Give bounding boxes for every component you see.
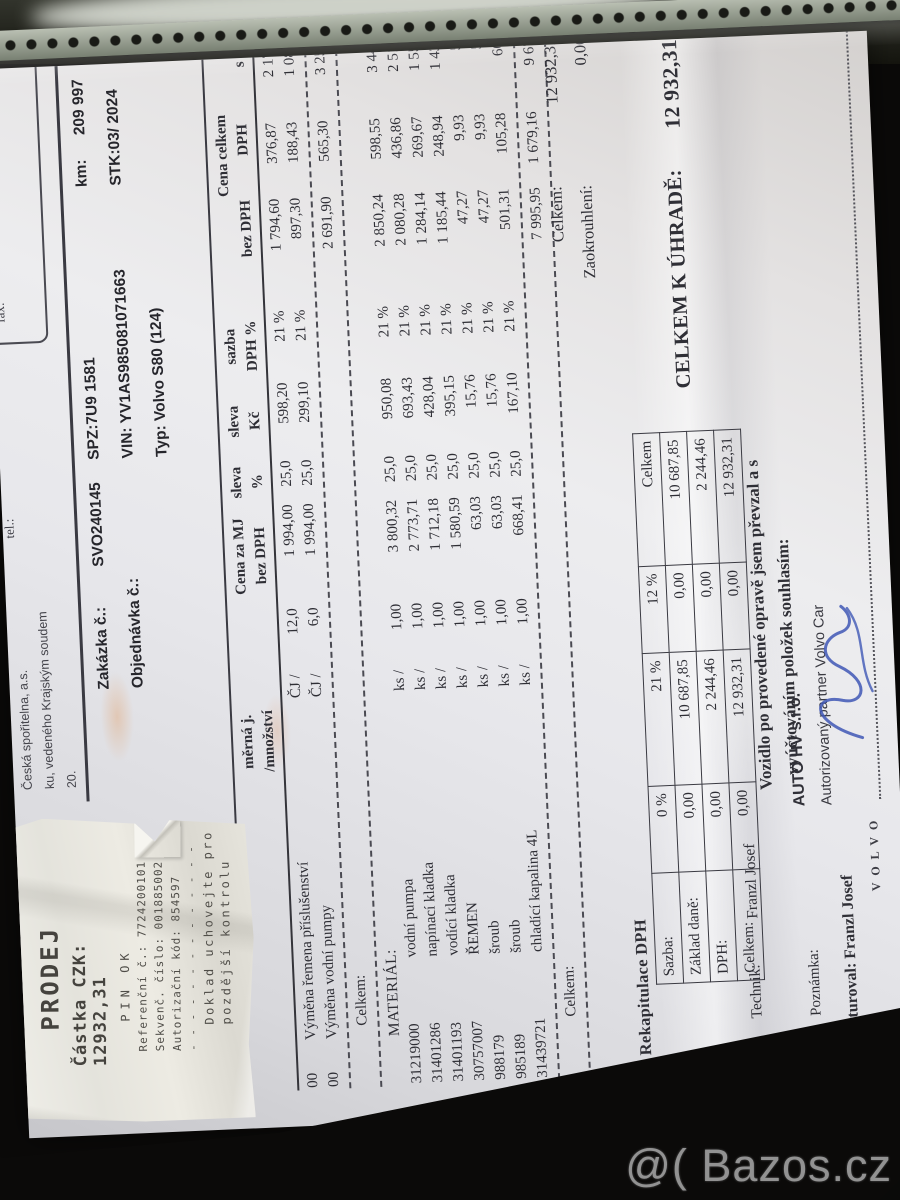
technician-label: Technik: (746, 964, 766, 1019)
bazos-watermark: @( Bazos.cz (625, 1140, 892, 1191)
material-row-qty: 1,00 (493, 598, 511, 626)
material-row-net: 501,31 (496, 188, 515, 231)
work-row-qty: 12,0 (284, 607, 302, 635)
work-row-vat: 188,43 (284, 121, 302, 164)
col-header-net-unit: bez DPH (251, 526, 271, 585)
vat-recap-12pct: 12 % (638, 565, 670, 654)
col-header-kc: Kč (246, 411, 264, 431)
col-header-pct: % (249, 473, 267, 490)
odometer-value: 209 997 (69, 78, 89, 136)
stk-value: STK:03/ 2024 (103, 88, 125, 186)
letterhead-line-fragment: 20. (64, 770, 80, 789)
receipt-amount-label: Částka CZK: (69, 942, 92, 1067)
work-row-net: 897,30 (287, 197, 306, 240)
work-row-discount-pct: 25,0 (298, 459, 317, 487)
work-row-qty: 6,0 (305, 607, 323, 627)
work-row-code: 00 (325, 1071, 343, 1088)
material-row-discount-pct: 25,0 (381, 455, 399, 483)
material-row-qty: 1,00 (388, 603, 406, 631)
receipt-amount-value: 12932,31 (90, 976, 112, 1067)
rounding-label: Zaokrouhlení: (576, 184, 600, 279)
material-row-discount-pct: 25,0 (423, 453, 441, 481)
work-row-vat-rate: 21 % (292, 309, 310, 342)
receipt-folded-corner (134, 819, 180, 858)
material-row-qty: 1,00 (451, 600, 469, 628)
signature (819, 604, 874, 740)
technician-line: Technik: Franzl Josef (741, 843, 767, 1019)
receipt-keep-line-1: Doklad uchovejte pro (200, 830, 217, 1025)
letterhead-contact-box (0, 54, 49, 347)
work-total-vat: 565,30 (315, 120, 333, 163)
volvo-wordmark: VOLVO (865, 813, 884, 892)
material-row-part-number: 31439721 (532, 1017, 552, 1079)
letterhead-tel-label: tel.: (1, 518, 18, 539)
payment-receipt: PRODEJ Částka CZK: 12932,31 PIN OK Refer… (8, 816, 256, 1123)
work-row-discount-pct: 25,0 (277, 460, 296, 488)
purchase-order-label: Objednávka č.: (124, 577, 147, 689)
material-row-qty: 1,00 (514, 597, 532, 625)
vat-recap-title: Rekapitulace DPH (630, 918, 656, 1056)
receipt-title: PRODEJ (35, 925, 65, 1031)
material-row-discount-kc: 167,10 (504, 372, 523, 415)
vin-value: VIN: YV1AS985081071663 (111, 268, 137, 459)
receipt-divider: - - - - - - - - - - - - - - (184, 845, 200, 1051)
work-total-net: 2 691,90 (318, 196, 337, 250)
material-row-discount-pct: 25,0 (507, 450, 525, 477)
items-table: měrná j. Cena za MJ sleva sleva sazba Ce… (206, 30, 595, 1093)
odometer-label: km: (72, 159, 91, 188)
material-row-discount-pct: 25,0 (465, 451, 483, 479)
billed-by-name: Franzl Josef (838, 874, 860, 960)
material-row-qty: 1,00 (472, 599, 490, 627)
col-header-dph-pct: DPH % (242, 320, 261, 372)
receipt-pin-status: PIN OK (117, 948, 133, 1022)
order-number-value: SVO240145 (86, 481, 108, 568)
note-label: Poznámka: (805, 948, 825, 1017)
material-row-qty: 1,00 (430, 601, 448, 629)
col-header-qty: /množství (259, 709, 279, 773)
technician-name: Franzl Josef (741, 843, 762, 920)
work-row-code: 00 (304, 1072, 322, 1089)
vat-recap-0pct: 0,00 (674, 784, 706, 873)
invoice-paper: tel.: fax: Česká spořitelna, a.s. ku, ve… (0, 30, 900, 1139)
material-row-discount-pct: 25,0 (402, 454, 420, 482)
grand-total-label: CELKEM K ÚHRADĚ: (663, 168, 696, 389)
material-row-vat: 105,28 (492, 112, 511, 155)
order-number-label: Zakázka č.: (92, 606, 113, 690)
col-header-net: bez DPH (237, 199, 257, 258)
material-row-discount-pct: 25,0 (444, 452, 462, 480)
col-header-vat: DPH (234, 123, 252, 157)
vat-recap-0pct: 0 % (648, 785, 679, 874)
receipt-amount-line: Částka CZK: 12932,31 (68, 818, 111, 1066)
vat-recap-12pct: 0,00 (692, 563, 724, 652)
license-plate: SPZ:7U9 1581 (81, 357, 103, 461)
material-row-unit: ks / (517, 663, 534, 686)
vehicle-type: Typ: Volvo S80 (124) (147, 307, 171, 458)
material-row-vat-rate: 21 % (501, 300, 519, 333)
receipt-keep-line-2: pozdější kontrolu (217, 859, 234, 1025)
material-row-qty: 1,00 (409, 602, 427, 630)
col-header-discount-pct: sleva (228, 466, 246, 499)
work-row-discount-kc: 299,10 (295, 381, 314, 424)
work-row-price: 1 994,00 (300, 503, 320, 557)
letterhead-bank-line: Česká spořitelna, a.s. (15, 669, 36, 791)
vat-recap-0pct: 0,00 (701, 782, 733, 872)
vat-recap-12pct: 0,00 (665, 564, 697, 653)
work-row-unit: ČJ / (308, 672, 326, 698)
material-row-discount-pct: 25,0 (486, 450, 504, 478)
material-row-price: 668,41 (509, 494, 528, 536)
